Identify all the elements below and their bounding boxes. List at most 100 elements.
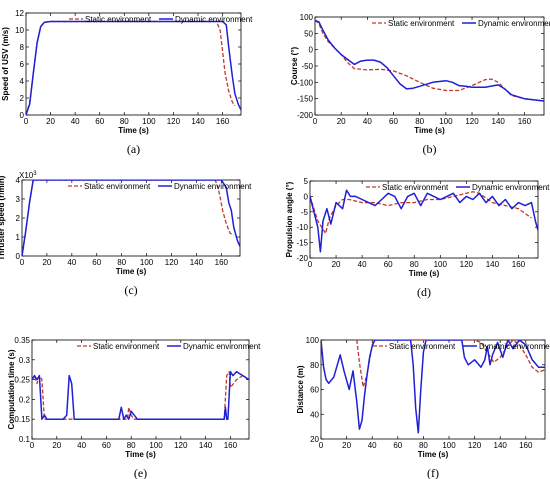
x-tick-label: 140	[199, 441, 213, 450]
x-tick-label: 40	[368, 441, 377, 450]
legend-label-static: Static environment	[388, 19, 455, 28]
y-tick-label: 0	[16, 252, 21, 261]
legend-label-dynamic: Dynamic environment	[472, 183, 550, 192]
x-tick-label: 0	[20, 258, 25, 267]
x-tick-label: 20	[337, 117, 346, 126]
x-tick-label: 20	[332, 260, 341, 269]
y-tick-label: -5	[301, 208, 309, 217]
series-line-static	[32, 371, 249, 420]
y-exponent-label: X103	[19, 171, 37, 180]
legend: Static environment Dynamic environment	[69, 15, 253, 24]
x-axis-label: Time (s)	[409, 269, 440, 278]
x-tick-label: 160	[216, 117, 230, 126]
x-tick-label: 40	[71, 117, 80, 126]
y-axis-label: Thruster speed (r/min)	[0, 175, 6, 260]
x-tick-label: 0	[313, 117, 318, 126]
series-line-dynamic	[315, 19, 544, 102]
panel-caption: (c)	[124, 283, 137, 297]
x-tick-label: 140	[494, 441, 508, 450]
plot-frame	[309, 180, 539, 259]
panel-caption: (f)	[427, 466, 439, 479]
series-line-dynamic	[321, 340, 545, 434]
x-tick-label: 80	[127, 441, 136, 450]
panel-caption: (d)	[417, 285, 431, 299]
y-tick-label: 10	[15, 26, 24, 35]
x-tick-label: 0	[30, 441, 35, 450]
y-tick-label: 0	[20, 111, 25, 120]
x-tick-label: 160	[518, 117, 532, 126]
x-tick-label: 40	[363, 117, 372, 126]
y-tick-label: 100	[306, 336, 320, 345]
x-tick-label: 120	[468, 441, 482, 450]
y-tick-label: 6	[20, 60, 25, 69]
x-axis-label: Time (s)	[116, 267, 147, 276]
x-tick-label: 0	[319, 441, 324, 450]
legend-label-static: Static environment	[84, 182, 151, 191]
y-tick-label: 2	[16, 214, 21, 223]
x-tick-label: 60	[389, 117, 398, 126]
x-tick-label: 80	[410, 260, 419, 269]
y-tick-label: 5	[304, 177, 309, 186]
x-tick-label: 100	[439, 117, 453, 126]
y-tick-label: 40	[310, 410, 319, 419]
x-tick-label: 100	[149, 441, 163, 450]
x-axis-label: Time (s)	[118, 126, 149, 135]
x-axis-label: Time (s)	[414, 126, 445, 135]
x-tick-label: 20	[342, 441, 351, 450]
legend-label-static: Static environment	[93, 342, 160, 351]
x-tick-label: 80	[117, 258, 126, 267]
x-tick-label: 80	[120, 117, 129, 126]
x-axis-label: Time (s)	[418, 450, 449, 459]
series-line-static	[26, 20, 236, 115]
legend-label-dynamic: Dynamic environment	[175, 15, 253, 24]
y-tick-label: 80	[310, 361, 319, 370]
y-tick-label: 0	[309, 46, 314, 55]
chart-panel-a: 0 20 40 60 80 100 120 140 160 0 2 4 6 8 10 12 Time (s) Sp…	[1, 9, 253, 156]
y-tick-label: 100	[300, 13, 314, 22]
y-tick-label: 50	[304, 29, 313, 38]
x-tick-label: 60	[92, 258, 101, 267]
series-line-dynamic	[310, 189, 538, 253]
x-tick-label: 20	[52, 441, 61, 450]
y-tick-label: 0	[304, 192, 309, 201]
y-tick-label: -20	[296, 254, 308, 263]
series-line-dynamic	[26, 20, 241, 115]
y-tick-label: 0.25	[14, 376, 30, 385]
chart-panel-b: 0 20 40 60 80 100 120 140 160 -200 -150 -100 -50 0 50 1…	[290, 13, 550, 156]
x-tick-label: 20	[42, 258, 51, 267]
x-tick-label: 40	[67, 258, 76, 267]
x-tick-label: 120	[465, 117, 479, 126]
legend: Static environment Dynamic environment	[366, 183, 550, 192]
y-tick-label: -10	[296, 223, 308, 232]
legend-label-dynamic: Dynamic environment	[174, 182, 252, 191]
x-tick-label: 0	[308, 260, 313, 269]
y-tick-label: -15	[296, 239, 308, 248]
chart-panel-e: 0 20 40 60 80 100 120 140 160 0.1 0.15 0.2 0.25 0.3 0.…	[7, 336, 261, 479]
y-tick-label: -100	[297, 78, 314, 87]
y-tick-label: 0.15	[14, 415, 30, 424]
x-tick-label: 120	[174, 441, 188, 450]
legend: Static environment Dynamic environment	[373, 342, 550, 351]
x-tick-label: 120	[167, 117, 181, 126]
x-tick-label: 140	[191, 117, 205, 126]
y-tick-label: 60	[310, 386, 319, 395]
y-tick-label: -50	[301, 62, 313, 71]
y-tick-label: -200	[297, 111, 314, 120]
y-tick-label: 12	[15, 9, 24, 18]
y-tick-label: 20	[310, 435, 319, 444]
y-tick-label: 1	[16, 233, 21, 242]
y-tick-label: 0.2	[19, 395, 31, 404]
series-line-dynamic	[22, 180, 240, 256]
legend-label-static: Static environment	[382, 183, 449, 192]
y-tick-label: 8	[20, 43, 25, 52]
series-line-static	[22, 180, 235, 256]
x-tick-label: 60	[102, 441, 111, 450]
x-tick-label: 100	[442, 441, 456, 450]
panel-caption: (a)	[127, 142, 140, 156]
legend-label-dynamic: Dynamic environment	[478, 19, 550, 28]
x-tick-label: 120	[165, 258, 179, 267]
x-tick-label: 60	[393, 441, 402, 450]
legend-label-static: Static environment	[85, 15, 152, 24]
